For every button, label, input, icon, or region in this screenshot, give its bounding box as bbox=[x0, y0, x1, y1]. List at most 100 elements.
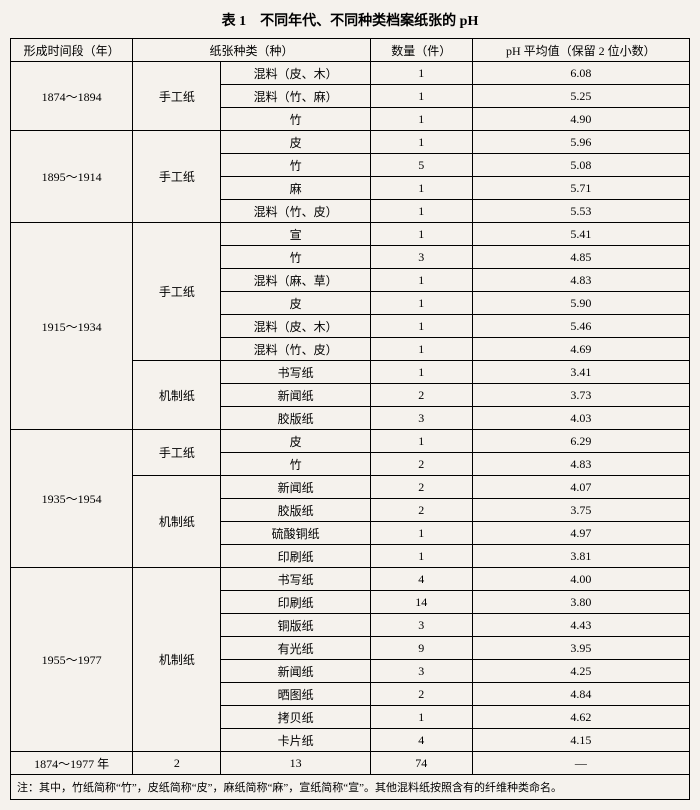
cell-category: 机制纸 bbox=[133, 361, 221, 430]
cell-quantity: 2 bbox=[370, 499, 472, 522]
cell-quantity: 4 bbox=[370, 729, 472, 752]
cell-quantity: 1 bbox=[370, 108, 472, 131]
cell-type: 拷贝纸 bbox=[221, 706, 370, 729]
cell-category: 手工纸 bbox=[133, 62, 221, 131]
cell-category: 手工纸 bbox=[133, 430, 221, 476]
table-row: 1955～1977机制纸书写纸44.00 bbox=[11, 568, 690, 591]
cell-type: 胶版纸 bbox=[221, 499, 370, 522]
cell-ph: 4.83 bbox=[472, 453, 689, 476]
cell-type: 卡片纸 bbox=[221, 729, 370, 752]
cell-type: 铜版纸 bbox=[221, 614, 370, 637]
cell-category: 机制纸 bbox=[133, 568, 221, 752]
cell-quantity: 1 bbox=[370, 522, 472, 545]
summary-cell: 2 bbox=[133, 752, 221, 775]
cell-type: 宣 bbox=[221, 223, 370, 246]
cell-quantity: 1 bbox=[370, 62, 472, 85]
cell-quantity: 1 bbox=[370, 223, 472, 246]
cell-ph: 4.83 bbox=[472, 269, 689, 292]
table-row: 1874～1894手工纸混料（皮、木）16.08 bbox=[11, 62, 690, 85]
cell-quantity: 4 bbox=[370, 568, 472, 591]
header-row: 形成时间段（年） 纸张种类（种） 数量（件） pH 平均值（保留 2 位小数） bbox=[11, 39, 690, 62]
cell-type: 皮 bbox=[221, 131, 370, 154]
cell-ph: 4.07 bbox=[472, 476, 689, 499]
cell-ph: 5.96 bbox=[472, 131, 689, 154]
cell-type: 新闻纸 bbox=[221, 476, 370, 499]
cell-ph: 4.90 bbox=[472, 108, 689, 131]
header-ph: pH 平均值（保留 2 位小数） bbox=[472, 39, 689, 62]
cell-ph: 5.08 bbox=[472, 154, 689, 177]
cell-category: 机制纸 bbox=[133, 476, 221, 568]
cell-quantity: 1 bbox=[370, 361, 472, 384]
cell-quantity: 3 bbox=[370, 660, 472, 683]
cell-quantity: 1 bbox=[370, 131, 472, 154]
cell-quantity: 1 bbox=[370, 430, 472, 453]
cell-type: 皮 bbox=[221, 292, 370, 315]
cell-ph: 6.08 bbox=[472, 62, 689, 85]
cell-type: 麻 bbox=[221, 177, 370, 200]
cell-quantity: 3 bbox=[370, 246, 472, 269]
cell-category: 手工纸 bbox=[133, 223, 221, 361]
cell-quantity: 1 bbox=[370, 85, 472, 108]
header-period: 形成时间段（年） bbox=[11, 39, 133, 62]
cell-type: 竹 bbox=[221, 108, 370, 131]
cell-quantity: 14 bbox=[370, 591, 472, 614]
cell-ph: 5.41 bbox=[472, 223, 689, 246]
cell-quantity: 1 bbox=[370, 269, 472, 292]
cell-ph: 5.90 bbox=[472, 292, 689, 315]
cell-type: 书写纸 bbox=[221, 568, 370, 591]
cell-type: 晒图纸 bbox=[221, 683, 370, 706]
cell-quantity: 3 bbox=[370, 407, 472, 430]
cell-ph: 4.97 bbox=[472, 522, 689, 545]
cell-ph: 6.29 bbox=[472, 430, 689, 453]
cell-quantity: 5 bbox=[370, 154, 472, 177]
cell-quantity: 1 bbox=[370, 315, 472, 338]
cell-ph: 4.15 bbox=[472, 729, 689, 752]
cell-period: 1874～1894 bbox=[11, 62, 133, 131]
cell-ph: 3.95 bbox=[472, 637, 689, 660]
cell-quantity: 2 bbox=[370, 384, 472, 407]
cell-type: 有光纸 bbox=[221, 637, 370, 660]
cell-type: 印刷纸 bbox=[221, 591, 370, 614]
cell-type: 竹 bbox=[221, 154, 370, 177]
cell-quantity: 9 bbox=[370, 637, 472, 660]
cell-period: 1915～1934 bbox=[11, 223, 133, 430]
summary-cell: 74 bbox=[370, 752, 472, 775]
cell-ph: 4.85 bbox=[472, 246, 689, 269]
cell-type: 竹 bbox=[221, 246, 370, 269]
cell-quantity: 3 bbox=[370, 614, 472, 637]
cell-type: 印刷纸 bbox=[221, 545, 370, 568]
cell-type: 混料（竹、麻） bbox=[221, 85, 370, 108]
cell-type: 硫酸铜纸 bbox=[221, 522, 370, 545]
cell-period: 1955～1977 bbox=[11, 568, 133, 752]
cell-quantity: 1 bbox=[370, 338, 472, 361]
cell-type: 皮 bbox=[221, 430, 370, 453]
cell-type: 竹 bbox=[221, 453, 370, 476]
cell-ph: 4.62 bbox=[472, 706, 689, 729]
cell-ph: 4.03 bbox=[472, 407, 689, 430]
cell-ph: 5.53 bbox=[472, 200, 689, 223]
cell-type: 新闻纸 bbox=[221, 660, 370, 683]
cell-ph: 4.69 bbox=[472, 338, 689, 361]
cell-quantity: 2 bbox=[370, 476, 472, 499]
cell-quantity: 1 bbox=[370, 200, 472, 223]
cell-type: 混料（竹、皮） bbox=[221, 200, 370, 223]
cell-type: 新闻纸 bbox=[221, 384, 370, 407]
table-row: 1915～1934手工纸宣15.41 bbox=[11, 223, 690, 246]
cell-ph: 4.00 bbox=[472, 568, 689, 591]
cell-ph: 5.25 bbox=[472, 85, 689, 108]
table-row: 1895～1914手工纸皮15.96 bbox=[11, 131, 690, 154]
cell-type: 混料（皮、木） bbox=[221, 315, 370, 338]
cell-quantity: 2 bbox=[370, 453, 472, 476]
footnote-row: 注：其中，竹纸简称“竹”，皮纸简称“皮”，麻纸简称“麻”，宣纸简称“宣”。其他混… bbox=[11, 775, 690, 800]
summary-cell: — bbox=[472, 752, 689, 775]
table-title: 表 1 不同年代、不同种类档案纸张的 pH bbox=[10, 10, 690, 30]
cell-type: 书写纸 bbox=[221, 361, 370, 384]
footnote-cell: 注：其中，竹纸简称“竹”，皮纸简称“皮”，麻纸简称“麻”，宣纸简称“宣”。其他混… bbox=[11, 775, 690, 800]
cell-ph: 5.71 bbox=[472, 177, 689, 200]
cell-period: 1895～1914 bbox=[11, 131, 133, 223]
cell-ph: 5.46 bbox=[472, 315, 689, 338]
header-paper-type: 纸张种类（种） bbox=[133, 39, 371, 62]
cell-ph: 3.75 bbox=[472, 499, 689, 522]
cell-quantity: 2 bbox=[370, 683, 472, 706]
cell-category: 手工纸 bbox=[133, 131, 221, 223]
